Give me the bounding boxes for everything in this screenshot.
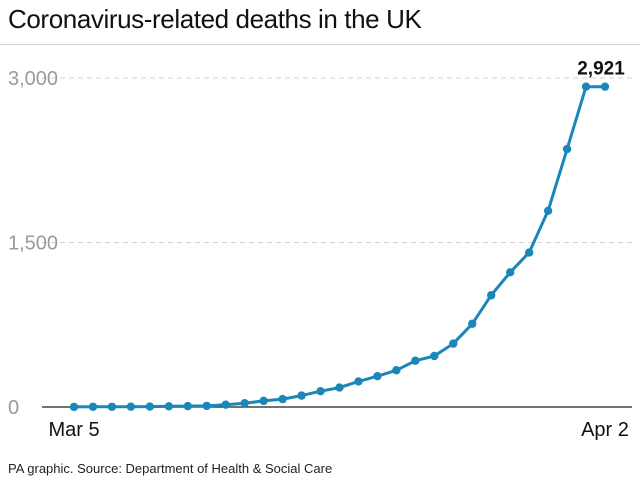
x-tick-label: Mar 5 (48, 419, 99, 441)
data-point (430, 351, 439, 361)
data-point (449, 339, 458, 348)
data-point (468, 319, 477, 328)
chart-title: Coronavirus-related deaths in the UK (8, 4, 422, 34)
y-tick-label: 3,000 (8, 68, 58, 90)
data-point (69, 402, 79, 412)
data-point (487, 291, 496, 300)
data-point (354, 377, 363, 386)
data-point (411, 356, 420, 365)
end-value-label: 2,921 (577, 59, 625, 80)
data-point (126, 402, 136, 411)
data-point (600, 82, 610, 91)
data-point (316, 387, 325, 396)
y-tick-label: 1,500 (8, 233, 58, 255)
data-point (524, 248, 534, 257)
title-divider (0, 44, 640, 45)
data-points (69, 82, 610, 412)
data-point (278, 394, 287, 404)
data-point (581, 82, 591, 91)
data-point (107, 402, 117, 411)
data-point (221, 400, 230, 409)
data-point (145, 402, 155, 411)
x-tick-labels: Mar 5 Apr 2 (48, 419, 628, 441)
data-point (543, 206, 553, 216)
data-point (202, 401, 211, 411)
x-tick-label: Apr 2 (581, 419, 629, 441)
data-point (297, 391, 306, 400)
data-point (88, 402, 98, 411)
data-point (505, 268, 515, 277)
data-point (164, 402, 174, 411)
y-tick-labels: 0 1,500 3,000 (8, 68, 58, 419)
data-point (373, 371, 382, 381)
data-point (240, 398, 249, 408)
data-point (335, 383, 344, 392)
data-point (183, 401, 192, 411)
data-point (392, 366, 401, 375)
data-point (259, 396, 268, 406)
source-note: PA graphic. Source: Department of Health… (8, 461, 333, 476)
series-line (72, 85, 607, 409)
data-point (562, 144, 572, 154)
y-tick-label: 0 (8, 397, 19, 419)
